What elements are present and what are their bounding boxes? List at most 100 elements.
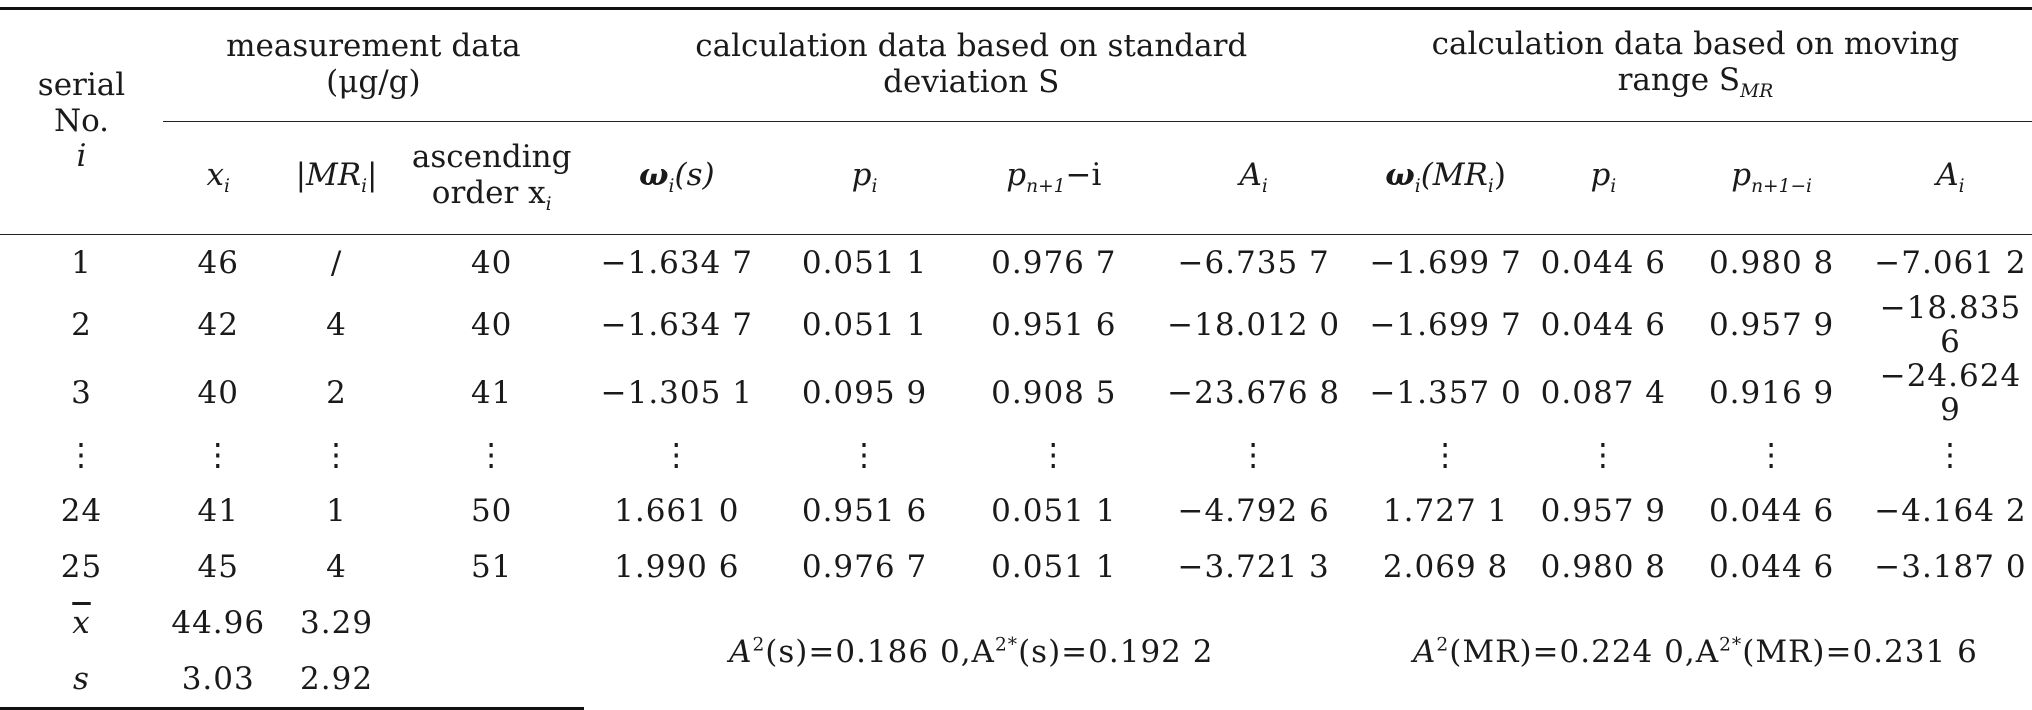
std-a2-summary: A2(s)=0.186 0,A2*(s)=0.192 2: [729, 634, 1214, 671]
table-cell: 0.908 5: [991, 375, 1117, 412]
results-table: serial No. i measurement data (μg/g) cal…: [0, 9, 2032, 710]
table-cell: ⋮: [202, 436, 235, 473]
table-cell: 4: [326, 307, 347, 344]
table-cell: 41: [470, 375, 513, 412]
table-cell: 0.044 6: [1708, 493, 1835, 530]
mean-label: x: [72, 605, 91, 642]
measurement-label: measurement data: [226, 28, 521, 65]
table-cell: −18.835 6: [1879, 290, 2022, 361]
serial-label: serial No.: [37, 67, 126, 139]
table-row: 1 46 / 40 −1.634 7 0.051 1 0.976 7 −6.735 7 −1.6…: [0, 235, 2032, 292]
std-group-line2: deviation S: [883, 64, 1060, 100]
table-cell: −1.699 7: [1369, 244, 1522, 281]
table-cell: 0.051 1: [801, 244, 928, 281]
table-cell: ⋮: [1587, 436, 1620, 473]
table-row: ⋮ ⋮ ⋮ ⋮ ⋮ ⋮ ⋮ ⋮ ⋮ ⋮ ⋮ ⋮: [0, 427, 2032, 483]
col-pn-std: pn+1−i: [959, 121, 1149, 235]
table-cell: 0.095 9: [801, 375, 928, 412]
table-cell: 0.044 6: [1708, 549, 1835, 586]
summary-row-mean: x 44.96 3.29 A2(s)=0.186 0,A2*(s)=0.192 …: [0, 595, 2032, 669]
s-x: 3.03: [163, 651, 274, 710]
serial-index-label: i: [76, 138, 87, 175]
table-cell: 2.069 8: [1382, 549, 1509, 586]
table-cell: ⋮: [1037, 436, 1070, 473]
table-cell: 51: [470, 549, 513, 586]
table-row: 24 41 1 50 1.661 0 0.951 6 0.051 1 −4.792 6 1.72…: [0, 483, 2032, 539]
col-ascending: ascending order xi: [399, 121, 584, 235]
table-cell: 45: [197, 549, 239, 586]
table-cell: /: [330, 244, 343, 281]
table-cell: ⋮: [1429, 436, 1462, 473]
measurement-unit: (μg/g): [326, 64, 421, 100]
table-cell: −3.721 3: [1177, 549, 1330, 586]
mr-a2-summary: A2(MR)=0.224 0,A2*(MR)=0.231 6: [1413, 634, 1978, 671]
table-cell: 24: [60, 493, 103, 530]
table-row: 3 40 2 41 −1.305 1 0.095 9 0.908 5 −23.676 8 −1.…: [0, 359, 2032, 427]
table-body: 1 46 / 40 −1.634 7 0.051 1 0.976 7 −6.735 7 −1.6…: [0, 235, 2032, 596]
table-cell: ⋮: [65, 436, 98, 473]
col-p-mr: pi: [1532, 121, 1675, 235]
table-cell: −24.624 9: [1879, 358, 2022, 429]
table-cell: −4.792 6: [1177, 493, 1330, 530]
table-cell: 3: [71, 375, 92, 412]
table-cell: ⋮: [1237, 436, 1270, 473]
table-cell: −1.699 7: [1369, 307, 1522, 344]
table-cell: 1.990 6: [614, 549, 740, 586]
table-cell: −1.305 1: [600, 375, 753, 412]
table-cell: 0.951 6: [801, 493, 928, 530]
mr-group-line2: range S: [1617, 62, 1741, 99]
std-group-header: calculation data based on standard devia…: [583, 9, 1359, 122]
table-cell: 25: [60, 549, 103, 586]
table-cell: 0.951 6: [991, 307, 1117, 344]
table-cell: −1.634 7: [600, 307, 753, 344]
table-cell: 50: [470, 493, 513, 530]
table-cell: −18.012 0: [1167, 307, 1341, 344]
table-cell: −6.735 7: [1177, 244, 1330, 281]
table-cell: 0.051 1: [801, 307, 928, 344]
table-cell: 0.087 4: [1540, 375, 1666, 412]
empty-cell: [400, 595, 584, 651]
measurement-group-header: measurement data (μg/g): [163, 9, 584, 122]
table-cell: 42: [197, 307, 239, 344]
col-mr: |MRi|: [273, 121, 400, 235]
mr-group-line1: calculation data based on moving: [1431, 26, 1960, 63]
table-cell: 40: [470, 307, 513, 344]
table-cell: 1.727 1: [1382, 493, 1509, 530]
table-cell: ⋮: [1934, 436, 1967, 473]
table-cell: 0.044 6: [1540, 244, 1666, 281]
table-cell: ⋮: [848, 436, 881, 473]
table-cell: 0.957 9: [1540, 493, 1666, 530]
table-cell: 0.916 9: [1708, 375, 1835, 412]
col-pn-mr: pn+1−i: [1674, 121, 1869, 235]
table-cell: 40: [197, 375, 239, 412]
table-cell: 46: [197, 244, 239, 281]
table-cell: 0.044 6: [1540, 307, 1666, 344]
table-cell: 2: [326, 375, 347, 412]
table-cell: 0.980 8: [1708, 244, 1835, 281]
mean-x: 44.96: [171, 605, 266, 642]
table-cell: ⋮: [660, 436, 693, 473]
table-cell: 0.957 9: [1708, 307, 1835, 344]
table-cell: ⋮: [1755, 436, 1788, 473]
table-cell: −3.187 0: [1874, 549, 2027, 586]
table-row: 25 45 4 51 1.990 6 0.976 7 0.051 1 −3.721 3 2.06…: [0, 539, 2032, 595]
table-cell: 0.980 8: [1540, 549, 1666, 586]
col-a-mr: Ai: [1868, 121, 2032, 235]
table-cell: −4.164 2: [1874, 493, 2027, 530]
table-cell: −23.676 8: [1167, 375, 1341, 412]
col-a-std: Ai: [1148, 121, 1359, 235]
col-p-std: pi: [769, 121, 960, 235]
table-cell: ⋮: [320, 436, 353, 473]
empty-cell: [399, 651, 584, 710]
s-mr: 2.92: [273, 651, 400, 710]
table-cell: −7.061 2: [1874, 244, 2027, 281]
table-cell: −1.357 0: [1369, 375, 1522, 412]
mr-group-header: calculation data based on moving range S…: [1358, 9, 2032, 122]
table-row: 2 42 4 40 −1.634 7 0.051 1 0.951 6 −18.012 0 −1.…: [0, 291, 2032, 359]
std-group-line1: calculation data based on standard: [695, 28, 1248, 65]
col-omega-mr: ωi(MRi): [1358, 121, 1533, 235]
table-cell: 0.051 1: [991, 493, 1117, 530]
header-row-columns: xi |MRi| ascending order xi ωi(s) pi pn+1…: [0, 121, 2032, 235]
table-cell: 1: [71, 244, 92, 281]
table-cell: ⋮: [475, 436, 508, 473]
